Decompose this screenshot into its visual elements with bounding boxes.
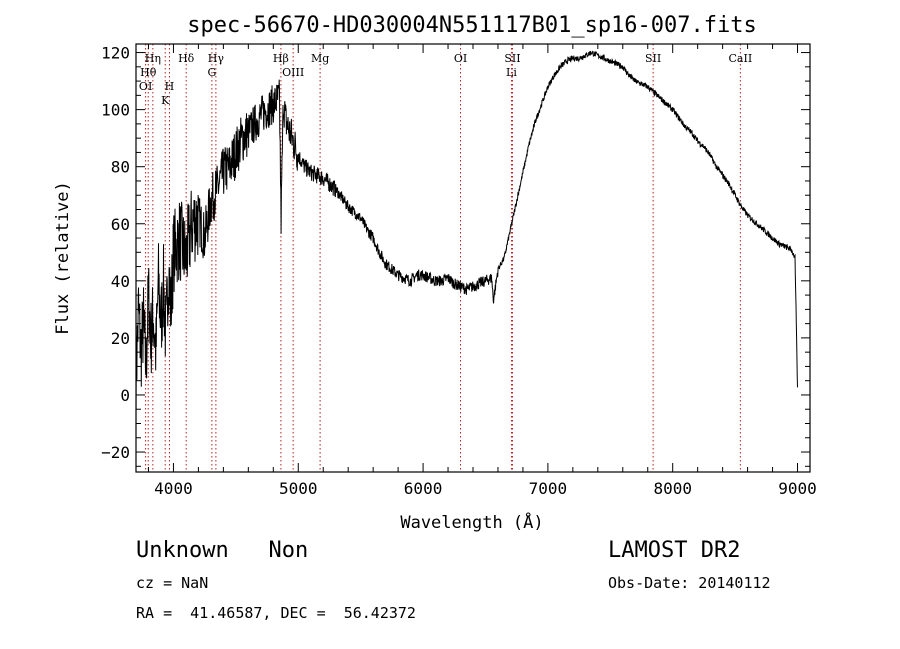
spectral-line-label: K	[161, 94, 170, 107]
spectral-line-label: Hβ	[273, 52, 289, 65]
spectral-line-label: SII	[645, 52, 661, 65]
spectral-line-label: Mg	[311, 52, 329, 65]
y-tick-label: 0	[120, 386, 130, 405]
spectrum-line	[135, 50, 798, 424]
x-tick-label: 8000	[653, 479, 692, 498]
spectral-line-label: OI	[454, 52, 467, 65]
spectral-line-label: Hθ	[140, 66, 157, 79]
spectral-line-label: Li	[506, 66, 517, 79]
plot-frame	[135, 43, 811, 473]
y-tick-label: −20	[101, 443, 130, 462]
x-axis-label: Wavelength (Å)	[400, 511, 543, 533]
x-tick-label: 9000	[778, 479, 817, 498]
spectral-line-label: Hγ	[208, 52, 225, 65]
classification-text: Unknown Non	[136, 538, 309, 563]
x-tick-label: 7000	[529, 479, 568, 498]
chart-title: spec-56670-HD030004N551117B01_sp16-007.f…	[187, 13, 757, 38]
spectral-line-label: OIII	[282, 66, 304, 79]
x-tick-label: 6000	[404, 479, 443, 498]
y-tick-label: 20	[111, 329, 130, 348]
obs-date-text: Obs-Date: 20140112	[608, 574, 771, 592]
y-tick-label: 100	[101, 101, 130, 120]
spectral-line-label: H	[165, 80, 175, 93]
x-tick-label: 5000	[279, 479, 318, 498]
spectral-line-label: SII	[504, 52, 520, 65]
survey-name: LAMOST DR2	[608, 538, 741, 563]
spectral-line-label: G	[207, 66, 216, 79]
coordinates-text: RA = 41.46587, DEC = 56.42372	[136, 604, 416, 622]
redshift-text: cz = NaN	[136, 574, 209, 592]
spectrum-series	[135, 50, 798, 424]
y-tick-label: 60	[111, 215, 130, 234]
axis-ticks: 4000 5000 6000 7000 8000 9000 −20 0 20 40 60 80 100 1…	[101, 44, 817, 498]
y-axis-label: Flux (relative)	[53, 181, 73, 335]
y-tick-label: 80	[111, 158, 130, 177]
spectral-line-label: Hδ	[178, 52, 195, 65]
spectrum-plot: spec-56670-HD030004N551117B01_sp16-007.f…	[53, 13, 817, 533]
y-tick-label: 40	[111, 272, 130, 291]
spectral-line-label: CaII	[729, 52, 753, 65]
spectral-line-label: OI	[139, 80, 152, 93]
x-tick-label: 4000	[154, 479, 193, 498]
y-tick-label: 120	[101, 44, 130, 63]
spectral-line-label: Hη	[145, 52, 161, 65]
